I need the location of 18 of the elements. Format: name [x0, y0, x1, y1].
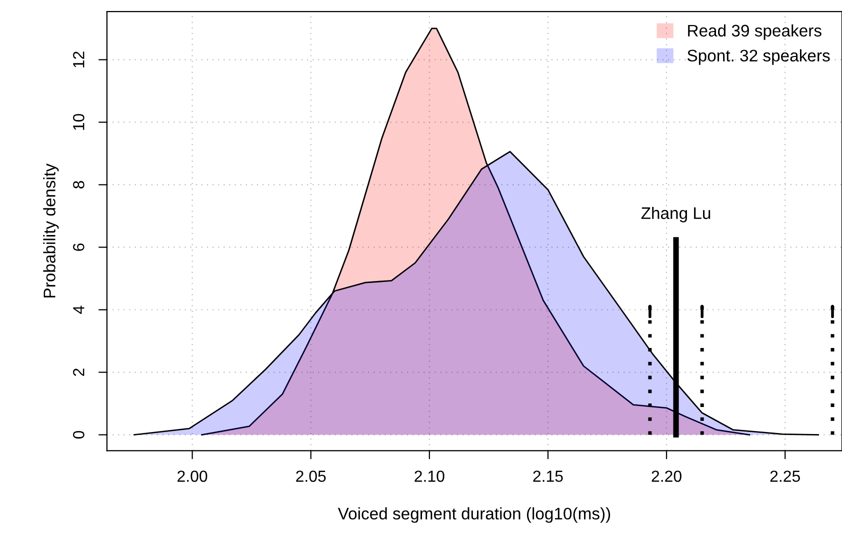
- x-axis-title: Voiced segment duration (log10(ms)): [338, 507, 610, 523]
- y-tick-label: 2: [73, 368, 84, 376]
- ref-line-label: Zhang Lu: [641, 206, 710, 222]
- y-axis-title: Probability density: [43, 164, 59, 298]
- y-tick-label: 10: [73, 114, 84, 130]
- legend-label: Read 39 speakers: [688, 24, 822, 40]
- x-tick-label: 2.15: [533, 470, 563, 482]
- x-tick-label: 2.05: [296, 470, 326, 482]
- y-tick-label: 6: [73, 244, 84, 251]
- legend-label: Spont. 32 speakers: [687, 49, 830, 65]
- x-tick-label: 2.20: [652, 470, 682, 482]
- x-tick-label: 2.10: [414, 470, 444, 482]
- y-tick-label: 8: [73, 180, 84, 188]
- x-tick-label: 2.00: [178, 470, 208, 482]
- x-tick-label: 2.25: [770, 470, 800, 482]
- y-tick-label: 0: [73, 430, 84, 439]
- y-tick-label: 12: [73, 52, 84, 68]
- y-tick-label: 4: [73, 306, 84, 314]
